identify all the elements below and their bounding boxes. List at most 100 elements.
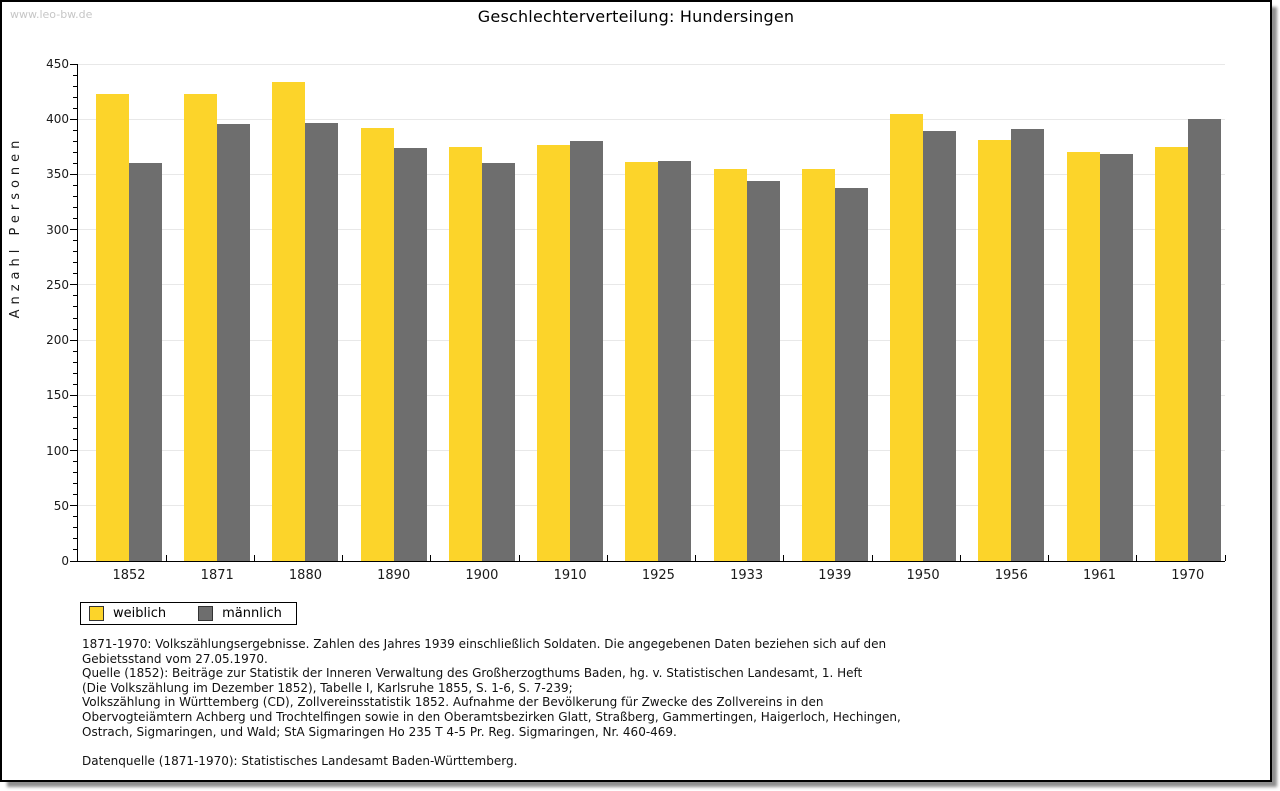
x-axis-label: 1939 — [818, 568, 852, 583]
y-minor-tick — [73, 107, 77, 109]
x-boundary-tick — [1048, 555, 1050, 561]
y-minor-tick — [73, 494, 77, 496]
maennlich-swatch-icon — [198, 606, 214, 621]
plot-area: 0 50 100 150 200 250 300 350 400 450 1852 1871 1880 1… — [46, 57, 1226, 583]
footnote-line: Obervogteiämtern Achberg und Trochtelfin… — [82, 709, 901, 724]
x-boundary-tick — [253, 555, 255, 561]
y-minor-tick — [73, 350, 77, 352]
y-major-tick — [70, 118, 77, 120]
y-axis-label: 300 — [46, 222, 69, 237]
bar-männlich-1900 — [481, 163, 515, 561]
bar-weiblich-1933 — [713, 168, 747, 561]
y-minor-tick — [73, 273, 77, 275]
gridline — [78, 63, 1225, 65]
y-minor-tick — [73, 240, 77, 242]
y-minor-tick — [73, 538, 77, 540]
y-major-tick — [70, 173, 77, 175]
x-boundary-tick — [165, 555, 167, 561]
x-axis-label: 1970 — [1171, 568, 1205, 583]
x-boundary-tick — [606, 555, 608, 561]
y-major-tick — [70, 229, 77, 231]
bar-männlich-1852 — [129, 163, 162, 561]
y-minor-tick — [73, 317, 77, 319]
bar-weiblich-1950 — [890, 113, 924, 561]
x-axis-label: 1880 — [288, 568, 322, 583]
x-axis-label: 1925 — [641, 568, 675, 583]
y-minor-tick — [73, 74, 77, 76]
y-minor-tick — [73, 439, 77, 440]
x-axis-label: 1852 — [112, 568, 146, 583]
y-axis-label: 100 — [46, 443, 69, 458]
bar-weiblich-1970 — [1154, 146, 1188, 561]
x-boundary-tick — [783, 555, 785, 561]
legend-item-maennlich: männlich — [198, 606, 282, 621]
x-axis-label: 1961 — [1082, 568, 1117, 583]
bar-männlich-1910 — [570, 141, 604, 561]
y-minor-tick — [73, 207, 77, 209]
footnote-line: (Die Volkszählung im Dezember 1852), Tab… — [82, 680, 573, 695]
x-axis-label: 1933 — [730, 568, 764, 583]
bar-männlich-1933 — [746, 181, 780, 561]
y-minor-tick — [73, 472, 77, 474]
datasource-line: Datenquelle (1871-1970): Statistisches L… — [82, 754, 518, 769]
y-minor-tick — [73, 129, 77, 131]
x-boundary-tick — [959, 555, 961, 561]
bar-weiblich-1910 — [537, 144, 571, 561]
x-boundary-tick — [430, 555, 432, 561]
bar-männlich-1880 — [305, 122, 339, 561]
bar-weiblich-1880 — [272, 81, 306, 561]
y-minor-tick — [73, 328, 77, 330]
y-axis-label: 400 — [46, 112, 69, 127]
bar-weiblich-1890 — [360, 128, 394, 561]
bar-männlich-1970 — [1187, 119, 1221, 561]
y-minor-tick — [73, 151, 77, 153]
weiblich-swatch-icon — [89, 606, 104, 621]
x-boundary-tick — [695, 555, 697, 561]
x-axis-label: 1871 — [200, 568, 234, 583]
chart-title: Geschlechterverteilung: Hundersingen — [477, 7, 795, 26]
y-minor-tick — [73, 96, 77, 98]
bar-weiblich-1871 — [184, 93, 218, 561]
bar-weiblich-1925 — [625, 162, 659, 561]
y-minor-tick — [73, 140, 77, 142]
y-minor-tick — [73, 262, 77, 264]
y-minor-tick — [73, 306, 77, 308]
y-minor-tick — [73, 218, 77, 220]
y-minor-tick — [73, 516, 77, 518]
y-minor-tick — [73, 461, 77, 463]
y-minor-tick — [73, 162, 77, 164]
x-boundary-tick — [871, 555, 873, 561]
bar-weiblich-1900 — [448, 146, 482, 561]
footnote-line: Gebietsstand vom 27.05.1970. — [82, 651, 268, 666]
footnote-lines: 1871-1970: Volkszählungsergebnisse. Zahl… — [82, 637, 901, 739]
y-minor-tick — [73, 85, 77, 87]
y-minor-tick — [73, 295, 77, 297]
footnotes: 1871-1970: Volkszählungsergebnisse. Zahl… — [82, 637, 901, 769]
footnote-line: Volkszählung in Württemberg (CD), Zollve… — [82, 695, 824, 710]
x-boundary-tick — [1224, 555, 1226, 561]
y-minor-tick — [73, 251, 77, 253]
bar-weiblich-1939 — [801, 168, 835, 561]
y-axis-label: 450 — [46, 57, 69, 71]
bar-männlich-1925 — [658, 161, 692, 561]
y-minor-tick — [73, 527, 77, 529]
bar-männlich-1871 — [217, 123, 251, 561]
legend-label: männlich — [222, 606, 282, 621]
legend: weiblich männlich — [80, 602, 297, 625]
y-major-tick — [70, 450, 77, 452]
watermark: www.leo-bw.de — [10, 8, 93, 21]
footnote-line: Quelle (1852): Beiträge zur Statistik de… — [82, 666, 863, 681]
bar-männlich-1950 — [923, 131, 957, 561]
y-minor-tick — [73, 405, 77, 407]
x-boundary-tick — [1136, 555, 1138, 561]
footnote-line: 1871-1970: Volkszählungsergebnisse. Zahl… — [82, 637, 887, 651]
y-axis-label: 350 — [46, 167, 69, 182]
x-axis-label: 1890 — [377, 568, 411, 583]
y-major-tick — [70, 339, 77, 341]
bar-weiblich-1961 — [1066, 152, 1100, 561]
y-axis-label: 200 — [46, 333, 69, 348]
x-axis-label: 1950 — [906, 568, 940, 583]
y-axis-label: 50 — [53, 498, 69, 513]
y-axis-label: 250 — [46, 277, 69, 292]
